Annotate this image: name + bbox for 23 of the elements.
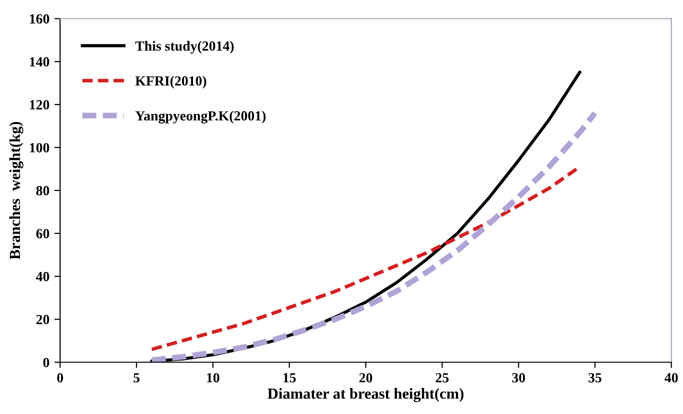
y-tick-label: 60 — [36, 228, 50, 238]
x-tick-label: 15 — [284, 373, 296, 382]
x-axis-title: Diamater at breast height(cm) — [268, 388, 464, 402]
x-tick-label: 20 — [359, 373, 372, 382]
x-tick-label: 25 — [436, 373, 449, 382]
y-tick-label: 160 — [30, 14, 50, 24]
x-tick-label: 40 — [664, 373, 678, 382]
y-tick-label: 20 — [36, 314, 50, 324]
y-tick-label: 100 — [30, 143, 50, 152]
x-tick-label: 5 — [134, 373, 140, 382]
legend-label: This study(2014) — [135, 40, 234, 54]
y-tick-label: 80 — [36, 186, 50, 196]
x-tick-label: 30 — [512, 373, 525, 382]
y-tick-label: 40 — [36, 272, 50, 282]
legend-label: YangpyeongP.K(2001) — [135, 110, 266, 124]
y-tick-label: 0 — [43, 358, 50, 368]
y-axis-title: Branches weight(kg) — [9, 122, 24, 260]
x-tick-label: 0 — [57, 373, 64, 382]
x-tick-label: 35 — [588, 373, 602, 382]
y-tick-label: 140 — [30, 57, 50, 67]
y-tick-label: 120 — [30, 100, 50, 110]
x-tick-label: 10 — [207, 373, 220, 382]
legend-label: KFRI(2010) — [135, 76, 206, 88]
